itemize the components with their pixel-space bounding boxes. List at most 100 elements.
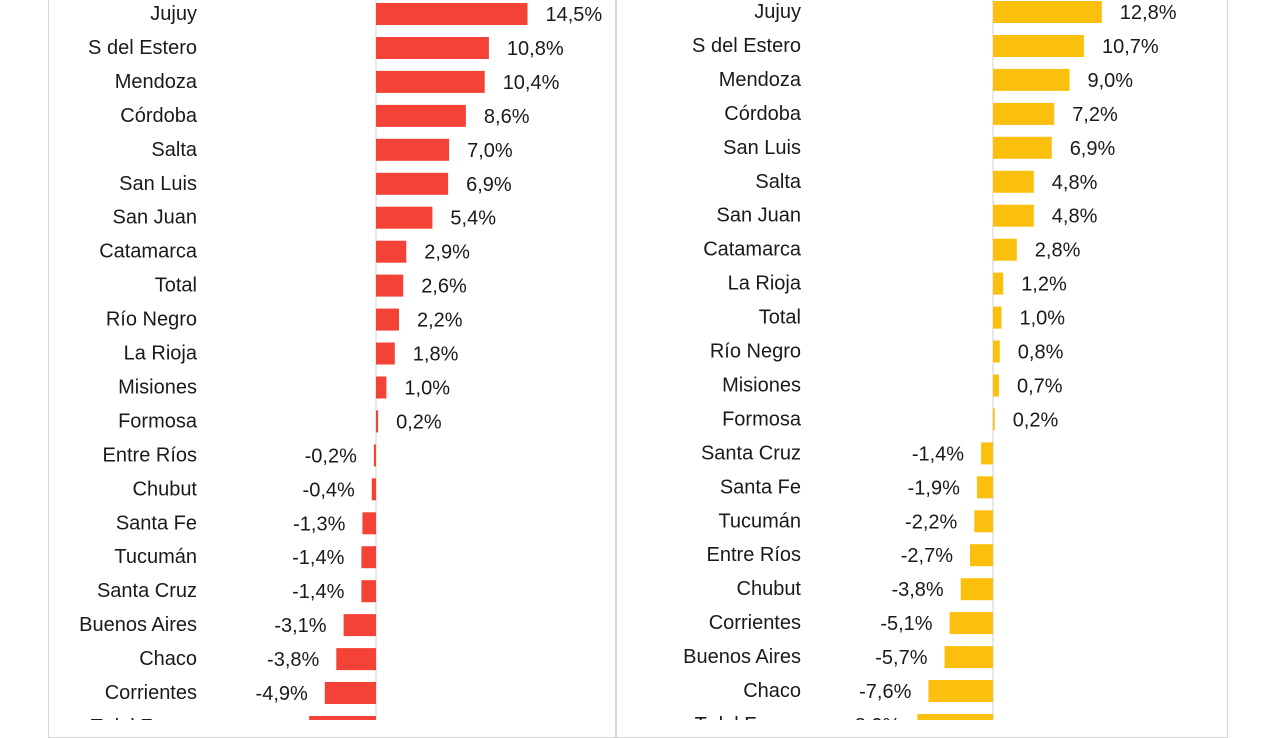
category-label: Río Negro (106, 309, 197, 331)
bar (324, 682, 376, 704)
value-label: 10,7% (1102, 36, 1159, 58)
value-label: 2,8% (1035, 240, 1081, 262)
category-label: Jujuy (754, 1, 801, 23)
value-label: 7,2% (1072, 104, 1118, 126)
value-label: -6,4% (240, 717, 292, 720)
bar (993, 68, 1070, 91)
chart-1: Jujuy 14,5% S del Estero 10,8% Mendoza 10,4% C… (79, 0, 602, 720)
bar (993, 170, 1034, 193)
bar (376, 104, 466, 127)
value-label: 2,2% (417, 310, 463, 332)
value-label: 10,8% (507, 38, 564, 60)
category-label: San Juan (716, 205, 801, 227)
value-label: -1,3% (293, 513, 345, 535)
value-label: -0,2% (305, 445, 357, 467)
value-label: -3,1% (274, 615, 326, 637)
bar (976, 476, 993, 499)
category-label: Total (155, 275, 197, 297)
category-label: Mendoza (719, 69, 802, 91)
value-label: 0,2% (396, 411, 442, 433)
value-label: 1,8% (413, 344, 459, 366)
value-label: 5,4% (450, 208, 496, 230)
bar (993, 272, 1004, 295)
bar (343, 614, 376, 637)
value-label: 6,9% (466, 174, 512, 196)
bar (993, 102, 1055, 125)
bar (993, 1, 1102, 23)
value-label: 7,0% (467, 140, 513, 162)
value-label: -2,2% (905, 511, 957, 533)
bar (981, 442, 993, 465)
bar (361, 546, 376, 569)
value-label: 0,2% (1013, 409, 1059, 431)
value-label: 4,8% (1052, 206, 1098, 228)
category-label: Total (759, 307, 801, 329)
bar (376, 410, 379, 433)
category-label: Catamarca (99, 241, 198, 263)
bar (993, 408, 995, 431)
bar (376, 274, 404, 297)
value-label: -1,4% (292, 581, 344, 603)
category-label: Formosa (118, 410, 198, 432)
value-label: 2,6% (421, 276, 467, 298)
category-label: Chaco (743, 680, 801, 702)
category-label: Tucumán (718, 510, 801, 532)
value-label: -3,8% (267, 649, 319, 671)
category-label: Formosa (722, 408, 802, 430)
value-label: -0,4% (303, 479, 355, 501)
bar (993, 340, 1000, 363)
value-label: 14,5% (546, 4, 603, 26)
category-label: Buenos Aires (683, 646, 801, 668)
bar (336, 648, 376, 671)
category-label: Salta (755, 171, 801, 193)
value-label: -1,4% (912, 443, 964, 465)
category-label: Santa Fe (720, 476, 801, 498)
value-label: 6,9% (1070, 138, 1116, 160)
category-label: Chubut (133, 478, 198, 500)
value-label: 8,6% (484, 106, 530, 128)
value-label: -5,1% (880, 613, 932, 635)
value-label: 0,7% (1017, 375, 1063, 397)
bar (993, 374, 999, 397)
category-label: Corrientes (105, 682, 197, 704)
category-label: San Juan (112, 207, 197, 229)
category-label: Buenos Aires (79, 614, 197, 636)
category-label: Santa Cruz (97, 580, 197, 602)
category-label: Misiones (722, 374, 801, 396)
bar (361, 580, 376, 603)
provincial-bar-charts: Jujuy 14,5% S del Estero 10,8% Mendoza 10,4% C… (79, 0, 1177, 720)
bar (928, 680, 993, 702)
category-label: Catamarca (703, 239, 802, 261)
category-label: T del Fuego (91, 716, 197, 720)
value-label: -1,9% (908, 477, 960, 499)
bar (309, 716, 376, 720)
category-label: Córdoba (724, 103, 802, 125)
category-label: T del Fuego (695, 714, 801, 720)
category-label: San Luis (119, 173, 197, 195)
bar (373, 444, 376, 467)
category-label: Entre Ríos (707, 544, 801, 566)
value-label: 9,0% (1088, 70, 1134, 92)
bar (362, 512, 376, 535)
category-label: Entre Ríos (103, 444, 197, 466)
category-label: Mendoza (115, 71, 198, 93)
right-chart-panel (616, 0, 1228, 738)
bar (376, 172, 449, 195)
category-label: La Rioja (728, 273, 802, 295)
bar (993, 204, 1034, 227)
bar (993, 238, 1017, 261)
bar (376, 376, 387, 399)
category-label: Salta (151, 139, 197, 161)
bar (376, 37, 489, 59)
category-label: Santa Fe (116, 512, 197, 534)
bar (917, 714, 994, 720)
left-chart-panel (48, 0, 616, 738)
category-label: Misiones (118, 376, 197, 398)
category-label: Corrientes (709, 612, 801, 634)
value-label: 1,0% (404, 377, 450, 399)
category-label: Córdoba (120, 105, 198, 127)
category-label: S del Estero (692, 35, 801, 57)
value-label: -2,7% (901, 545, 953, 567)
value-label: -8,9% (848, 715, 900, 720)
value-label: 0,8% (1018, 342, 1064, 364)
